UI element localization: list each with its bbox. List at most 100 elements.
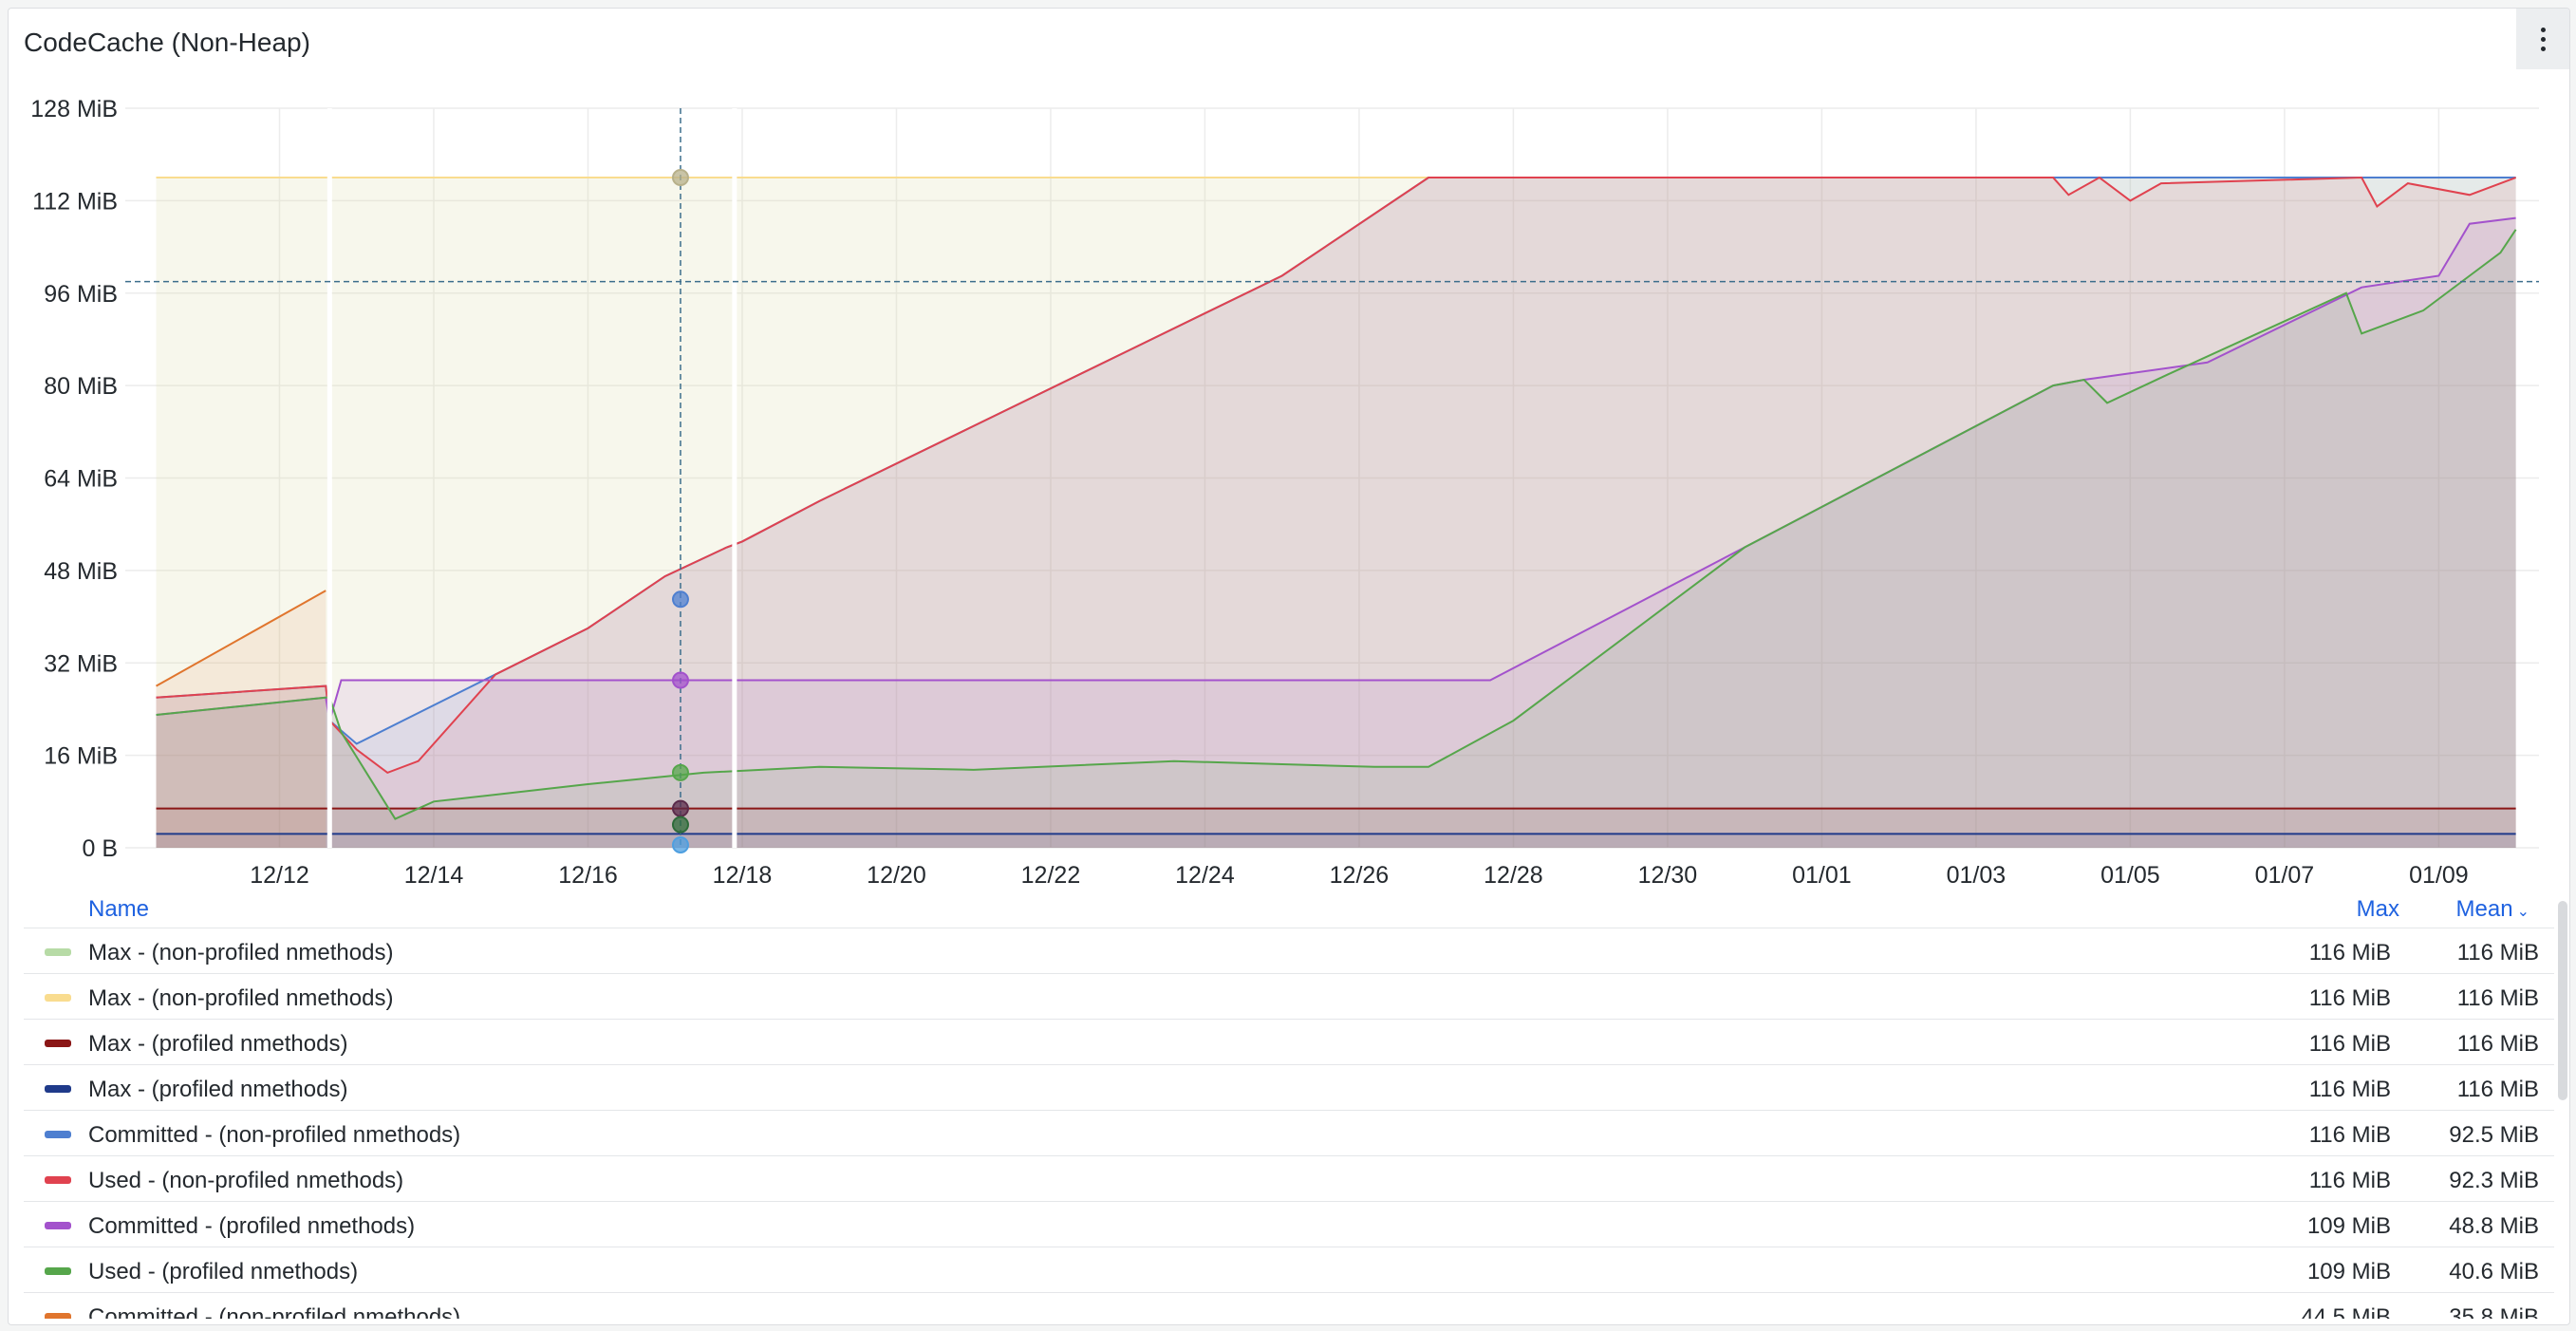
series-area-committed_np_old (156, 591, 327, 848)
series-area-max_p_b (156, 834, 2516, 848)
legend-series-mean: 92.5 MiB (2449, 1122, 2539, 1148)
codecache-panel: CodeCache (Non-Heap) 12/12 12/14 12/16 12/1… (8, 8, 2570, 1325)
legend-series-max: 116 MiB (2308, 940, 2391, 965)
legend-scrollbar[interactable] (2558, 901, 2567, 1100)
legend-series-max: 109 MiB (2306, 1259, 2391, 1284)
series-color-swatch (45, 1313, 71, 1319)
series-color-swatch (45, 1131, 71, 1138)
timeseries-chart[interactable]: 12/12 12/14 12/16 12/18 12/20 12/22 12/24 12/26… (9, 69, 2569, 890)
series-line-used_np (156, 176, 2516, 775)
x-tick-label: 12/20 (867, 862, 926, 889)
legend-series-max: 116 MiB (2308, 1168, 2391, 1193)
hover-point (671, 671, 689, 689)
legend-series-max: 116 MiB (2308, 985, 2391, 1011)
kebab-menu-icon (2540, 27, 2546, 51)
y-tick-label: 96 MiB (44, 281, 118, 308)
hover-point (671, 591, 689, 609)
y-tick-label: 128 MiB (30, 96, 118, 122)
y-tick-label: 80 MiB (44, 373, 118, 400)
legend-row[interactable]: Used - (profiled nmethods) 109 MiB 40.6 Mi… (24, 1247, 2554, 1293)
series-color-swatch (45, 1040, 71, 1047)
legend-row[interactable]: Used - (non-profiled nmethods) 116 MiB 92.… (24, 1156, 2554, 1202)
series-color-swatch (45, 1176, 71, 1184)
x-tick-label: 01/01 (1792, 862, 1852, 889)
series-color-swatch (45, 994, 71, 1002)
legend-series-mean: 92.3 MiB (2449, 1168, 2539, 1193)
legend-series-mean: 116 MiB (2456, 940, 2539, 965)
legend-series-mean: 40.6 MiB (2449, 1259, 2539, 1284)
legend-header-mean[interactable]: Mean ⌄ (2456, 896, 2529, 923)
legend-row[interactable]: Max - (non-profiled nmethods) 116 MiB 116 … (24, 974, 2554, 1020)
legend-series-max: 116 MiB (2308, 1077, 2391, 1102)
x-tick-label: 01/05 (2100, 862, 2160, 889)
y-tick-label: 32 MiB (44, 650, 118, 677)
series-line-used_p (156, 229, 2517, 820)
legend-series-name: Committed - (non-profiled nmethods) (88, 1304, 461, 1319)
x-tick-label: 01/09 (2409, 862, 2469, 889)
legend-row[interactable]: Max - (non-profiled nmethods) 116 MiB 116 … (24, 928, 2554, 974)
hover-point (671, 169, 689, 187)
y-tick-label: 0 B (82, 835, 118, 862)
x-tick-label: 12/16 (558, 862, 618, 889)
legend-header-max[interactable]: Max (2356, 896, 2399, 922)
hover-point (671, 815, 689, 834)
legend-row[interactable]: Max - (profiled nmethods) 116 MiB 116 MiB (24, 1020, 2554, 1065)
legend-series-name: Max - (profiled nmethods) (88, 1077, 348, 1102)
legend-series-max: 116 MiB (2308, 1122, 2391, 1148)
legend-series-name: Committed - (profiled nmethods) (88, 1213, 416, 1239)
legend-series-mean: 116 MiB (2456, 985, 2539, 1011)
legend-series-name: Max - (profiled nmethods) (88, 1031, 348, 1057)
x-tick-label: 12/22 (1021, 862, 1081, 889)
series-line-committed_np_old (156, 590, 327, 687)
legend-row[interactable]: Committed - (non-profiled nmethods) 44.5 … (24, 1293, 2554, 1319)
series-color-swatch (45, 1267, 71, 1275)
legend-series-mean: 116 MiB (2456, 1077, 2539, 1102)
legend-series-max: 116 MiB (2308, 1031, 2391, 1057)
series-color-swatch (45, 1085, 71, 1093)
y-tick-label: 48 MiB (44, 558, 118, 585)
legend-series-name: Used - (non-profiled nmethods) (88, 1168, 404, 1193)
legend-series-name: Max - (non-profiled nmethods) (88, 985, 394, 1011)
panel-title: CodeCache (Non-Heap) (24, 28, 310, 57)
x-tick-label: 01/03 (1947, 862, 2007, 889)
x-tick-label: 12/26 (1330, 862, 1390, 889)
x-tick-label: 12/24 (1175, 862, 1235, 889)
series-area-committed_p (156, 217, 2516, 848)
y-tick-label: 64 MiB (44, 466, 118, 493)
legend-row[interactable]: Committed - (profiled nmethods) 109 MiB 48… (24, 1202, 2554, 1247)
legend-row[interactable]: Max - (profiled nmethods) 116 MiB 116 MiB (24, 1065, 2554, 1111)
legend-series-mean: 48.8 MiB (2449, 1213, 2539, 1239)
hover-point (671, 835, 689, 853)
legend-series-mean: 116 MiB (2456, 1031, 2539, 1057)
legend-series-name: Max - (non-profiled nmethods) (88, 940, 394, 965)
legend-header-name[interactable]: Name (88, 896, 150, 922)
y-tick-label: 16 MiB (44, 743, 118, 770)
x-tick-label: 12/30 (1638, 862, 1698, 889)
x-tick-label: 12/14 (404, 862, 464, 889)
legend-table: Name Max Mean ⌄ Max - (non-profiled nmeth… (24, 890, 2554, 1319)
panel-menu-button[interactable] (2516, 9, 2569, 69)
data-gap-marker (732, 108, 737, 848)
data-gap-marker (327, 108, 332, 848)
legend-series-name: Committed - (non-profiled nmethods) (88, 1122, 461, 1148)
legend-series-max: 109 MiB (2306, 1213, 2391, 1239)
legend-header: Name Max Mean ⌄ (24, 890, 2554, 928)
legend-series-max: 44.5 MiB (2301, 1304, 2391, 1319)
x-tick-label: 12/28 (1484, 862, 1543, 889)
legend-header-mean-label: Mean (2455, 896, 2513, 922)
x-tick-label: 12/12 (250, 862, 309, 889)
y-tick-label: 112 MiB (32, 188, 118, 215)
series-color-swatch (45, 1222, 71, 1229)
series-area-max_p_a (156, 808, 2516, 848)
series-color-swatch (45, 948, 71, 956)
chevron-down-icon: ⌄ (2516, 904, 2529, 920)
x-tick-label: 12/18 (713, 862, 773, 889)
legend-row[interactable]: Committed - (non-profiled nmethods) 116 M… (24, 1111, 2554, 1156)
x-tick-label: 01/07 (2255, 862, 2315, 889)
legend-rows: Max - (non-profiled nmethods) 116 MiB 116 … (24, 928, 2554, 1319)
series-area-used_p (156, 229, 2516, 848)
hover-point (671, 799, 689, 817)
panel-header: CodeCache (Non-Heap) (9, 9, 2569, 69)
hover-point (671, 763, 689, 781)
legend-series-name: Used - (profiled nmethods) (88, 1259, 359, 1284)
